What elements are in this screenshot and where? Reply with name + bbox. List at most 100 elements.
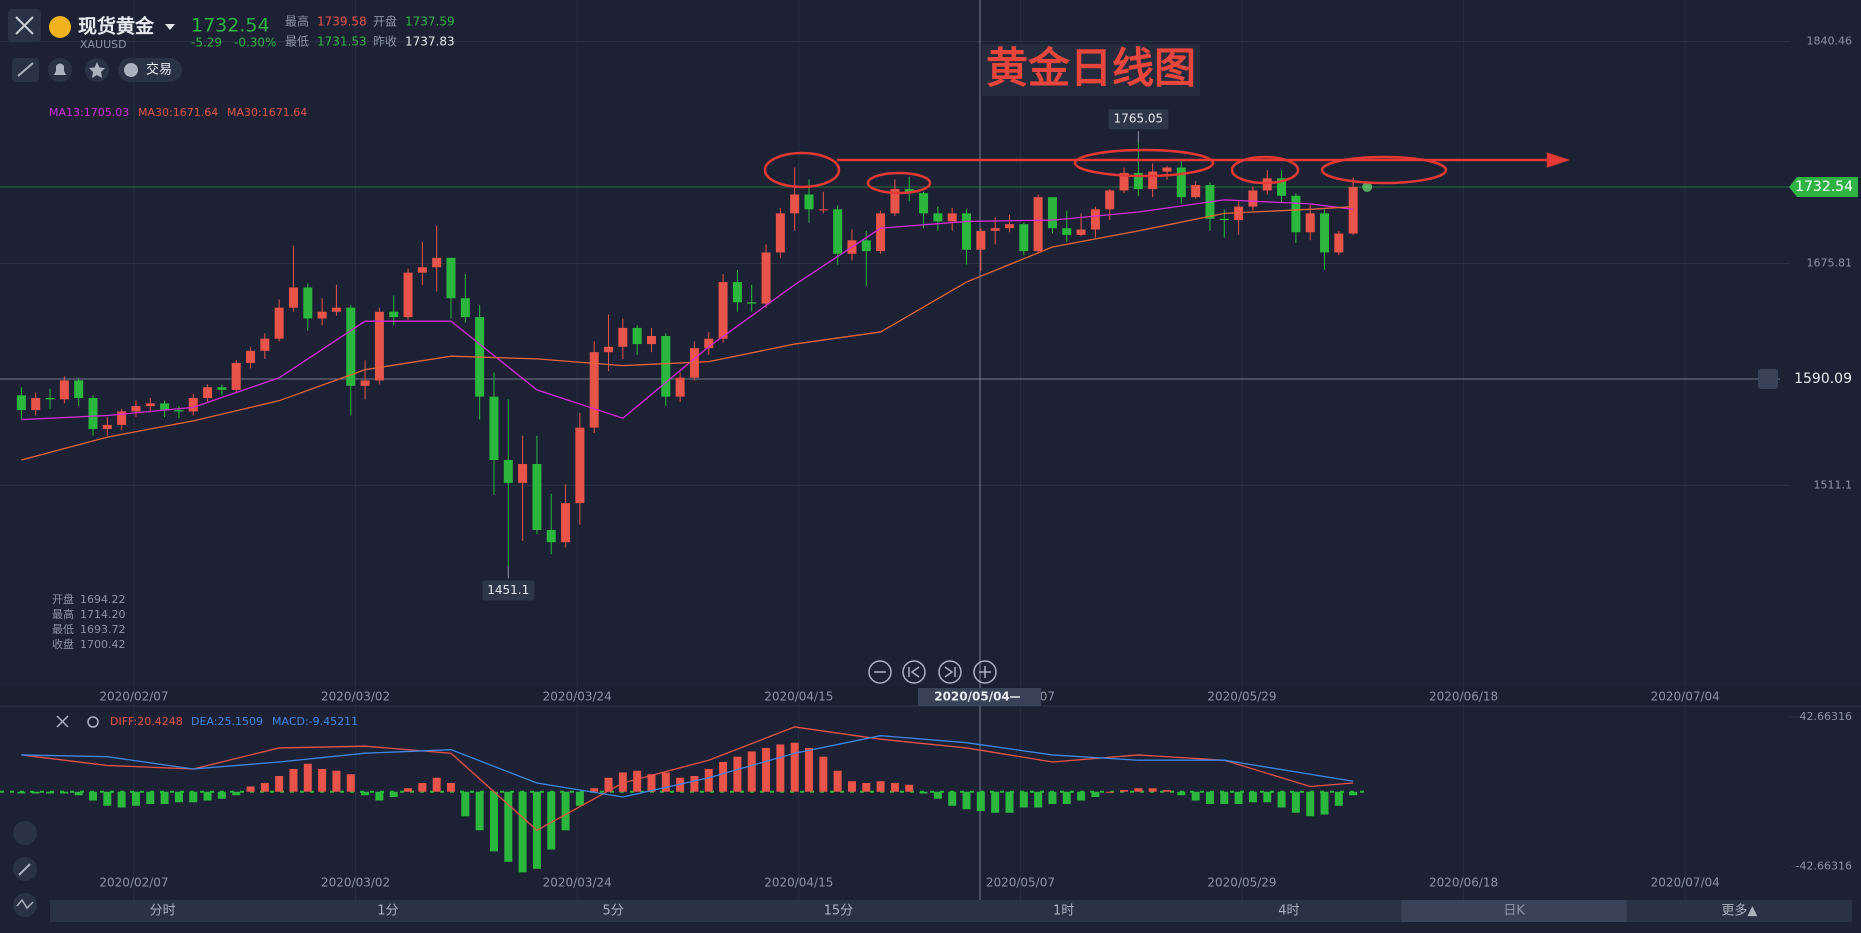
alert-badge <box>1780 368 1858 389</box>
tab-label: 15分 <box>824 904 854 919</box>
arrow-head <box>1546 152 1570 168</box>
candle-body <box>102 424 112 429</box>
candle-body <box>303 287 313 319</box>
macd-bar <box>604 777 613 792</box>
y-tick-label: 1840.46 <box>1807 35 1853 48</box>
info-value: 1694.22 <box>80 593 126 606</box>
info-label: 最低 <box>52 623 74 636</box>
candle-body <box>1320 213 1330 253</box>
macd-legend: DEA:25.1509 <box>191 715 263 728</box>
tab[interactable] <box>1401 900 1627 922</box>
macd-bar <box>1277 791 1286 808</box>
candle-body <box>1119 172 1129 191</box>
candle-body <box>1176 167 1186 198</box>
circle-mark <box>866 171 932 195</box>
macd-close[interactable] <box>56 715 69 728</box>
candle-body <box>761 252 771 304</box>
tab[interactable] <box>275 900 501 922</box>
macd-bar <box>346 774 355 792</box>
candle-body <box>718 282 728 339</box>
candle-body <box>732 282 742 303</box>
macd-bar <box>246 786 255 792</box>
circle-mark <box>1073 148 1215 178</box>
zoom-in[interactable] <box>973 660 997 684</box>
candle-body <box>203 387 213 398</box>
tab[interactable] <box>951 900 1177 922</box>
macd-bar <box>203 791 212 801</box>
candle-body <box>919 193 929 214</box>
tab[interactable] <box>50 900 276 922</box>
macd-bar <box>1191 791 1200 801</box>
macd-bar <box>1263 791 1272 803</box>
macd-bar <box>1248 791 1257 803</box>
candle-body <box>933 213 943 222</box>
tab[interactable] <box>1176 900 1402 922</box>
tab[interactable] <box>1626 900 1852 922</box>
zoom-out[interactable] <box>868 660 892 684</box>
macd-bar <box>275 775 284 792</box>
macd-bar <box>432 777 441 792</box>
last-glow <box>1362 182 1373 193</box>
x-tick-label: 2020/03/24 <box>543 690 612 704</box>
candle-body <box>1033 197 1043 252</box>
macd-bar <box>217 791 226 799</box>
candle-body <box>31 397 41 411</box>
instrument-name[interactable]: 现货黄金 <box>78 15 155 38</box>
candle-body <box>145 403 155 407</box>
candle-body <box>1291 195 1301 233</box>
macd-bar <box>74 791 83 796</box>
macd-bar <box>890 782 899 792</box>
macd-bar <box>332 770 341 792</box>
x-tick-label: 2020/03/24 <box>543 876 612 890</box>
go-end[interactable] <box>938 660 962 684</box>
tab-label: 日K <box>1503 904 1525 919</box>
macd-bar <box>1048 791 1057 805</box>
candle-body <box>818 209 828 211</box>
macd-bar <box>46 791 55 794</box>
macd-bar <box>1306 791 1315 817</box>
macd-bar <box>1320 791 1329 815</box>
candle-body <box>876 213 886 252</box>
go-start[interactable] <box>902 660 926 684</box>
x-tick-label: 2020/02/07 <box>99 876 168 890</box>
candle-body <box>45 397 55 400</box>
tab[interactable] <box>725 900 951 922</box>
macd-bar <box>847 781 856 792</box>
candle-body <box>976 230 986 250</box>
tab[interactable] <box>500 900 726 922</box>
info-value: 1714.20 <box>80 608 126 621</box>
macd-settings[interactable] <box>87 716 99 728</box>
chart-type-button[interactable] <box>13 821 37 845</box>
gold-icon <box>49 16 71 38</box>
macd-bar <box>1062 791 1071 805</box>
macd-bar <box>905 784 914 792</box>
change-pct: -0.30% <box>234 36 276 50</box>
candle-body <box>246 350 256 363</box>
side-tools <box>13 821 37 917</box>
macd-bar <box>375 791 384 801</box>
draw-icon <box>17 62 34 77</box>
macd-bar <box>690 775 699 792</box>
candle-body <box>188 397 198 412</box>
macd-bar <box>174 791 183 803</box>
change: -5.29 <box>191 36 222 50</box>
candle-body <box>1262 178 1272 191</box>
x-tick-label: 2020/02/07 <box>99 690 168 704</box>
x-tick-label: 2020/05/29 <box>1207 876 1276 890</box>
candle-body <box>231 362 241 390</box>
macd-bar <box>103 791 112 806</box>
dropdown-icon[interactable] <box>165 24 175 30</box>
ma-legend: MA30:1671.64 <box>138 106 218 119</box>
macd-bar <box>418 782 427 792</box>
macd-line <box>21 726 1354 832</box>
macd-bar <box>1034 791 1043 808</box>
macd-bar <box>1105 791 1114 793</box>
macd-bar <box>489 791 498 852</box>
x-tick-label: 2020/03/02 <box>321 690 390 704</box>
candle-body <box>618 327 628 347</box>
open: 1737.59 <box>405 15 455 29</box>
candle-body <box>689 348 699 378</box>
macd-bar <box>919 791 928 794</box>
tab-label: 1分 <box>377 904 398 919</box>
macd-bar <box>461 791 470 817</box>
